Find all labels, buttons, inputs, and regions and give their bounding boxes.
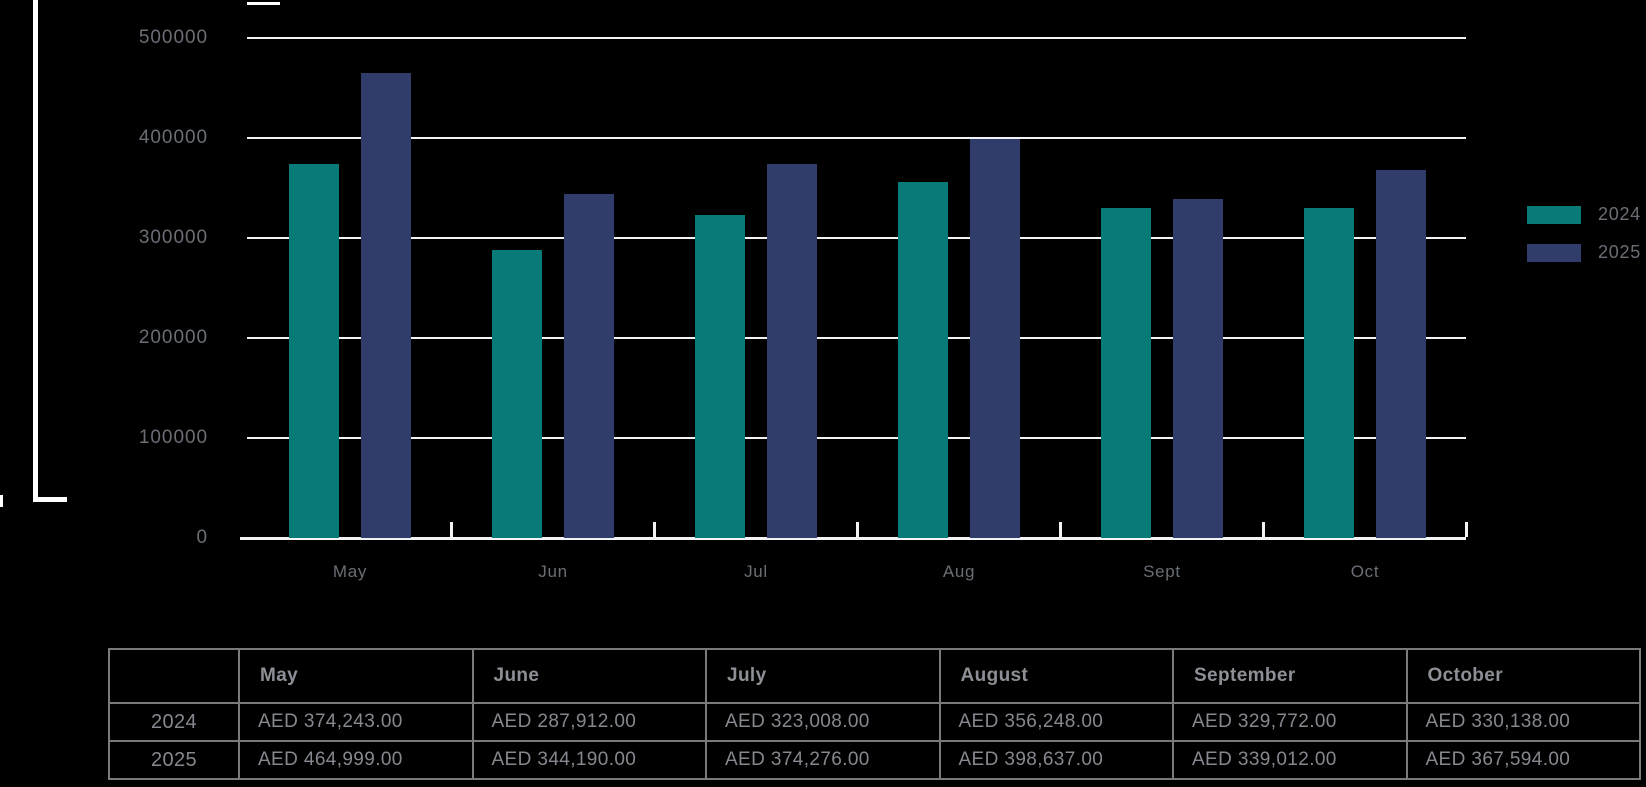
y-axis-label: 100000 — [138, 427, 208, 448]
table-row-2025: 2025 AED 464,999.00 AED 344,190.00 AED 3… — [108, 740, 1641, 780]
cell-2024-september: AED 329,772.00 — [1172, 702, 1408, 742]
x-axis-tick — [653, 522, 656, 537]
legend-label: 2024 — [1598, 204, 1641, 224]
x-axis-line — [240, 537, 1466, 540]
bar-2024-May[interactable] — [289, 164, 339, 538]
cell-2025-july: AED 374,276.00 — [705, 740, 941, 780]
x-axis-tick — [1262, 522, 1265, 537]
row-header-2024: 2024 — [108, 702, 240, 742]
table-header-july: July — [705, 648, 941, 704]
bar-2024-Sept[interactable] — [1101, 208, 1151, 538]
table-header-empty — [108, 648, 240, 704]
gridline — [247, 37, 1466, 39]
clipped-top-dash — [247, 2, 280, 5]
cell-2025-may: AED 464,999.00 — [238, 740, 474, 780]
cell-2025-august: AED 398,637.00 — [938, 740, 1174, 780]
x-axis-tick — [1465, 522, 1468, 537]
table-header-october: October — [1405, 648, 1641, 704]
table-header-june: June — [471, 648, 707, 704]
bar-2025-Sept[interactable] — [1173, 199, 1223, 538]
legend-item-2025[interactable]: 2025 — [1527, 242, 1641, 263]
y-axis-label: 200000 — [138, 327, 208, 348]
cell-2025-june: AED 344,190.00 — [471, 740, 707, 780]
bar-2025-May[interactable] — [361, 73, 411, 538]
cell-2025-september: AED 339,012.00 — [1172, 740, 1408, 780]
gridline — [247, 437, 1466, 439]
monthly-values-table: May June July August September October 2… — [108, 648, 1641, 780]
cell-2024-august: AED 356,248.00 — [938, 702, 1174, 742]
clipped-left-edge-tick — [0, 495, 3, 507]
table-row-2024: 2024 AED 374,243.00 AED 287,912.00 AED 3… — [108, 702, 1641, 742]
clipped-left-axis-line — [33, 0, 38, 502]
x-axis-label: May — [332, 562, 368, 581]
bar-2025-Jun[interactable] — [564, 194, 614, 538]
y-axis-label: 0 — [196, 527, 208, 548]
bar-2025-Oct[interactable] — [1376, 170, 1426, 538]
x-axis-label: Aug — [942, 562, 976, 581]
x-axis-tick — [450, 522, 453, 537]
cell-2024-may: AED 374,243.00 — [238, 702, 474, 742]
bar-2024-Jun[interactable] — [492, 250, 542, 538]
table-header-may: May — [238, 648, 474, 704]
bar-2025-Jul[interactable] — [767, 164, 817, 538]
bar-2024-Aug[interactable] — [898, 182, 948, 538]
legend-swatch — [1527, 243, 1581, 262]
x-axis-tick — [856, 522, 859, 537]
cell-2024-june: AED 287,912.00 — [471, 702, 707, 742]
legend-label: 2025 — [1598, 242, 1641, 262]
y-axis-label: 400000 — [138, 127, 208, 148]
gridline — [247, 237, 1466, 239]
y-axis-label: 500000 — [138, 27, 208, 48]
gridline — [247, 337, 1466, 339]
x-axis-label: Jun — [538, 562, 568, 581]
bar-2024-Jul[interactable] — [695, 215, 745, 538]
clipped-left-axis-foot — [33, 497, 67, 502]
row-header-2025: 2025 — [108, 740, 240, 780]
x-axis-label: Oct — [1350, 562, 1380, 581]
gridline — [247, 137, 1466, 139]
table-header-august: August — [938, 648, 1174, 704]
x-axis-label: Jul — [744, 562, 768, 581]
table-header-september: September — [1172, 648, 1408, 704]
cell-2024-october: AED 330,138.00 — [1405, 702, 1641, 742]
bar-2024-Oct[interactable] — [1304, 208, 1354, 538]
x-axis-label: Sept — [1143, 562, 1181, 581]
cell-2025-october: AED 367,594.00 — [1405, 740, 1641, 780]
legend-item-2024[interactable]: 2024 — [1527, 204, 1641, 225]
legend-swatch — [1527, 205, 1581, 224]
table-header-row: May June July August September October — [108, 648, 1641, 704]
cell-2024-july: AED 323,008.00 — [705, 702, 941, 742]
x-axis-tick — [1059, 522, 1062, 537]
y-axis-label: 300000 — [138, 227, 208, 248]
bar-2025-Aug[interactable] — [970, 139, 1020, 538]
